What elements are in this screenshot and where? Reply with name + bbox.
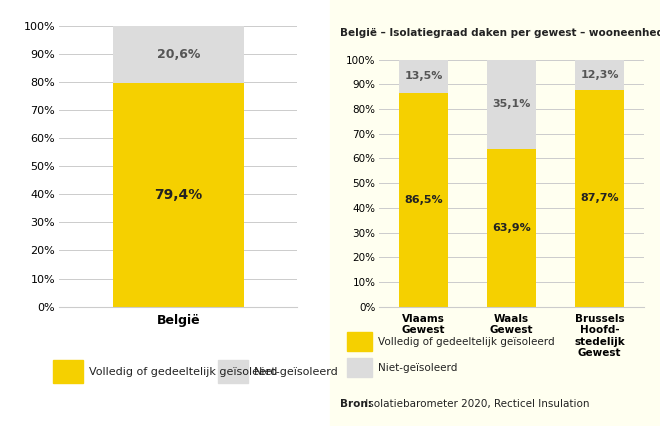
Text: 35,1%: 35,1%	[492, 99, 531, 109]
Bar	[487, 60, 536, 149]
Bar	[113, 83, 244, 307]
Text: België – Isolatiegraad daken per gewest – wooneenheden (%): België – Isolatiegraad daken per gewest …	[340, 28, 660, 37]
Text: 12,3%: 12,3%	[580, 70, 619, 80]
Bar	[576, 90, 624, 307]
Text: Niet-geïsoleerd: Niet-geïsoleerd	[378, 363, 457, 373]
Text: 79,4%: 79,4%	[154, 188, 203, 202]
Bar	[399, 60, 447, 93]
Text: 87,7%: 87,7%	[580, 193, 619, 203]
Bar	[487, 149, 536, 307]
Text: 86,5%: 86,5%	[404, 195, 443, 205]
Text: 13,5%: 13,5%	[405, 71, 443, 81]
Bar	[576, 60, 624, 90]
Text: 63,9%: 63,9%	[492, 223, 531, 233]
Text: Volledig of gedeeltelijk geïsoleerd: Volledig of gedeeltelijk geïsoleerd	[378, 337, 554, 347]
Bar	[113, 26, 244, 83]
Text: Niet-geïsoleerd: Niet-geïsoleerd	[254, 367, 339, 377]
Text: Bron:: Bron:	[340, 399, 372, 409]
Text: Volledig of gedeeltelijk geïsoleerd: Volledig of gedeeltelijk geïsoleerd	[89, 367, 277, 377]
Bar	[399, 93, 447, 307]
Text: Isolatiebarometer 2020, Recticel Insulation: Isolatiebarometer 2020, Recticel Insulat…	[362, 399, 589, 409]
Text: 20,6%: 20,6%	[156, 48, 200, 61]
